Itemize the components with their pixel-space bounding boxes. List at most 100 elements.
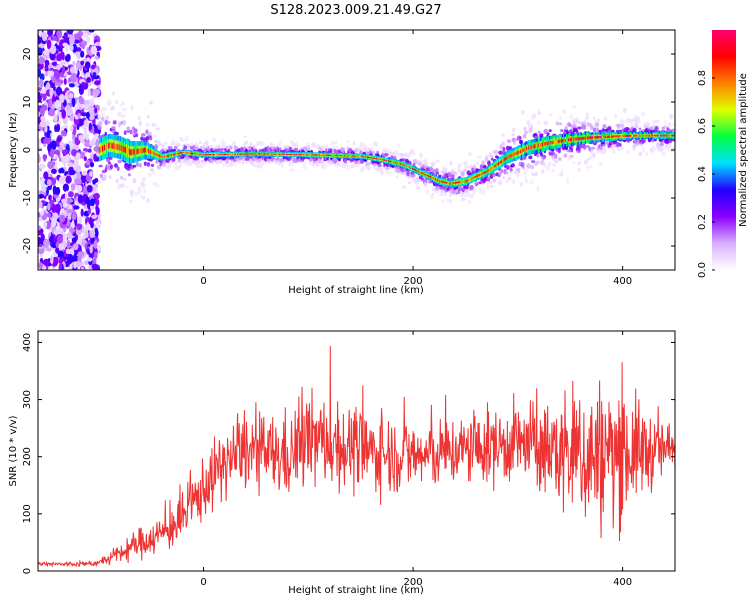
ridge-halo-point xyxy=(513,140,516,145)
ridge-halo-point xyxy=(404,152,409,157)
ridge-halo-point xyxy=(551,169,555,173)
ridge-halo-point xyxy=(490,158,494,161)
ridge-core-cell xyxy=(295,153,297,156)
noise-point xyxy=(68,227,76,233)
ridge-core-cell xyxy=(626,134,629,137)
ridge-core-cell xyxy=(377,158,379,160)
ridge-halo-point xyxy=(536,153,540,158)
ridge-core-cell xyxy=(496,163,499,166)
ridge-halo-point xyxy=(225,158,229,164)
ridge-core-cell xyxy=(185,152,187,154)
ridge-halo-point xyxy=(361,142,366,148)
ridge-core-cell xyxy=(328,154,330,156)
noise-point xyxy=(65,175,72,184)
ridge-core-cell xyxy=(450,182,453,185)
ridge-core-cell xyxy=(574,137,576,141)
ridge-core-cell xyxy=(200,153,202,156)
ridge-halo-point xyxy=(499,168,504,174)
ridge-halo-point xyxy=(358,146,362,150)
ridge-halo-point xyxy=(116,166,120,172)
noise-point xyxy=(75,228,82,236)
ridge-core-cell xyxy=(592,136,594,139)
ridge-halo-point xyxy=(638,127,642,131)
ridge-halo-point xyxy=(617,125,621,129)
ridge-halo-point xyxy=(108,175,112,180)
ridge-core-cell xyxy=(139,148,141,154)
ridge-core-cell xyxy=(552,140,554,144)
ridge-halo-point xyxy=(334,140,338,145)
ridge-core-cell xyxy=(355,155,357,157)
ridge-halo-point xyxy=(468,152,472,157)
noise-point xyxy=(54,203,61,214)
ridge-halo-point xyxy=(320,160,325,164)
ridge-core-cell xyxy=(151,150,153,155)
ridge-core-cell xyxy=(270,153,272,155)
ridge-halo-point xyxy=(363,165,367,169)
y-tick-label: 20 xyxy=(22,48,33,61)
ridge-core-cell xyxy=(404,164,406,167)
ridge-halo-point xyxy=(343,159,347,164)
ridge-halo-point xyxy=(244,160,249,164)
ridge-halo-point xyxy=(411,174,416,178)
ridge-core-cell xyxy=(370,157,372,159)
ridge-halo-point xyxy=(479,190,483,195)
ridge-halo-point xyxy=(324,163,328,169)
ridge-core-cell xyxy=(321,154,324,156)
ridge-halo-point xyxy=(530,164,534,170)
noise-point xyxy=(42,258,50,266)
ridge-halo-point xyxy=(519,182,524,187)
ridge-halo-point xyxy=(449,160,453,166)
noise-point xyxy=(88,30,95,33)
ridge-core-cell xyxy=(451,182,454,185)
ridge-core-cell xyxy=(327,154,329,156)
ridge-core-cell xyxy=(196,153,198,155)
ridge-halo-point xyxy=(168,146,173,150)
ridge-halo-point xyxy=(430,161,436,167)
ridge-halo-point xyxy=(152,182,157,186)
ridge-halo-point xyxy=(127,173,131,177)
noise-point xyxy=(95,205,99,212)
noise-point xyxy=(38,36,42,45)
ridge-core-cell xyxy=(457,181,459,184)
ridge-halo-point xyxy=(219,159,223,163)
ridge-core-cell xyxy=(201,153,203,156)
ridge-halo-point xyxy=(99,173,103,178)
ridge-core-cell xyxy=(435,178,437,181)
ridge-halo-point xyxy=(360,160,364,164)
noise-point xyxy=(62,233,68,243)
ridge-halo-point xyxy=(431,192,435,196)
colorbar-tick-label: 0.6 xyxy=(697,118,708,134)
noise-point xyxy=(38,225,42,231)
snr-y-label: SNR (10 * v/v) xyxy=(8,415,19,486)
ridge-core-cell xyxy=(655,134,657,137)
noise-point xyxy=(70,72,78,83)
ridge-halo-point xyxy=(123,130,127,135)
ridge-core-cell xyxy=(600,135,602,139)
ridge-halo-point xyxy=(557,157,562,161)
ridge-core-cell xyxy=(109,142,111,149)
ridge-core-cell xyxy=(307,154,309,156)
ridge-halo-point xyxy=(129,129,133,135)
ridge-core-cell xyxy=(100,146,103,152)
ridge-halo-point xyxy=(645,151,649,157)
ridge-core-cell xyxy=(507,155,509,159)
ridge-halo-point xyxy=(620,146,624,151)
ridge-core-cell xyxy=(279,153,281,155)
noise-point xyxy=(54,71,61,80)
ridge-core-cell xyxy=(373,157,375,159)
ridge-halo-point xyxy=(540,169,545,174)
ridge-core-cell xyxy=(236,153,238,155)
noise-point xyxy=(44,59,50,67)
ridge-core-cell xyxy=(563,138,566,143)
ridge-core-cell xyxy=(263,153,265,155)
ridge-halo-point xyxy=(467,200,472,204)
ridge-halo-point xyxy=(379,170,384,176)
noise-point xyxy=(55,86,63,96)
ridge-halo-point xyxy=(111,105,116,110)
ridge-core-cell xyxy=(342,155,345,157)
ridge-halo-point xyxy=(557,148,561,154)
ridge-core-cell xyxy=(305,154,307,156)
ridge-core-cell xyxy=(399,162,401,165)
noise-point xyxy=(82,43,86,50)
ridge-core-cell xyxy=(294,153,296,156)
